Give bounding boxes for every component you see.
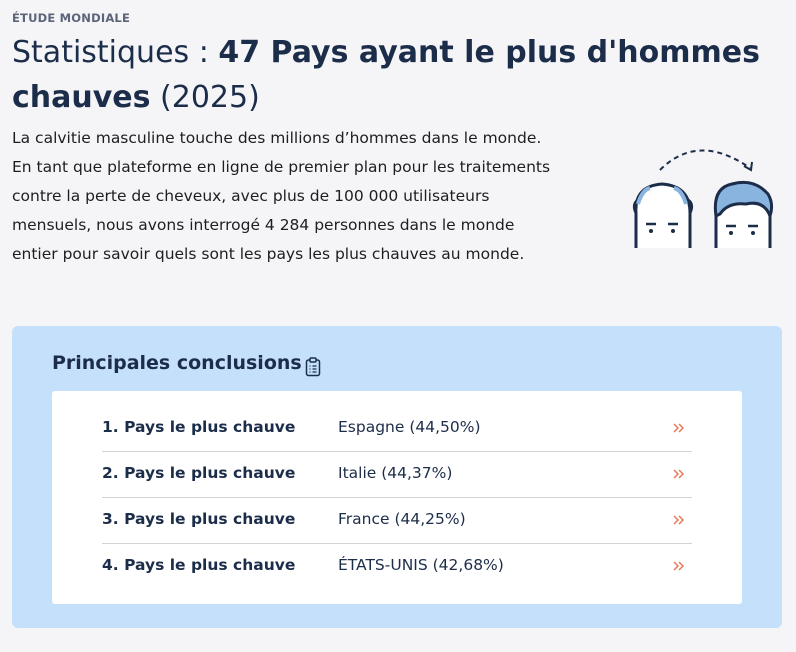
finding-row[interactable]: 3. Pays le plus chauve France (44,25%) — [102, 497, 692, 544]
findings-title: Principales conclusions — [52, 352, 302, 374]
title-end: (2025) — [150, 80, 260, 115]
findings-card: 1. Pays le plus chauve Espagne (44,50%) 2.… — [52, 391, 742, 604]
finding-value: Italie (44,37%) — [338, 464, 453, 482]
intro: La calvitie masculine touche des million… — [12, 129, 551, 263]
finding-value: ÉTATS-UNIS (42,68%) — [338, 556, 504, 574]
findings-panel: Principales conclusions 1. Pays le plus … — [12, 326, 782, 628]
finding-row[interactable]: 1. Pays le plus chauve Espagne (44,50%) — [102, 405, 692, 452]
illustration — [632, 149, 774, 248]
title-start: Statistiques : — [12, 35, 219, 70]
finding-label: 4. Pays le plus chauve — [102, 556, 296, 574]
finding-label: 3. Pays le plus chauve — [102, 510, 296, 528]
chevron-icon — [673, 515, 685, 525]
finding-value: Espagne (44,50%) — [338, 418, 481, 436]
chevron-icon — [673, 561, 685, 571]
finding-label: 1. Pays le plus chauve — [102, 418, 296, 436]
chevron-icon — [673, 469, 685, 479]
kicker: ÉTUDE MONDIALE — [12, 11, 130, 25]
finding-label: 2. Pays le plus chauve — [102, 464, 296, 482]
finding-value: France (44,25%) — [338, 510, 466, 528]
title-bold: 47 Pays ayant le plus d'hommes chauves — [12, 35, 760, 115]
chevron-icon — [673, 423, 685, 433]
page-title: Statistiques : 47 Pays ayant le plus d'h… — [12, 30, 772, 120]
finding-row[interactable]: 2. Pays le plus chauve Italie (44,37%) — [102, 451, 692, 498]
clipboard-icon — [305, 357, 321, 377]
finding-row[interactable]: 4. Pays le plus chauve ÉTATS-UNIS (42,68%… — [102, 543, 692, 589]
